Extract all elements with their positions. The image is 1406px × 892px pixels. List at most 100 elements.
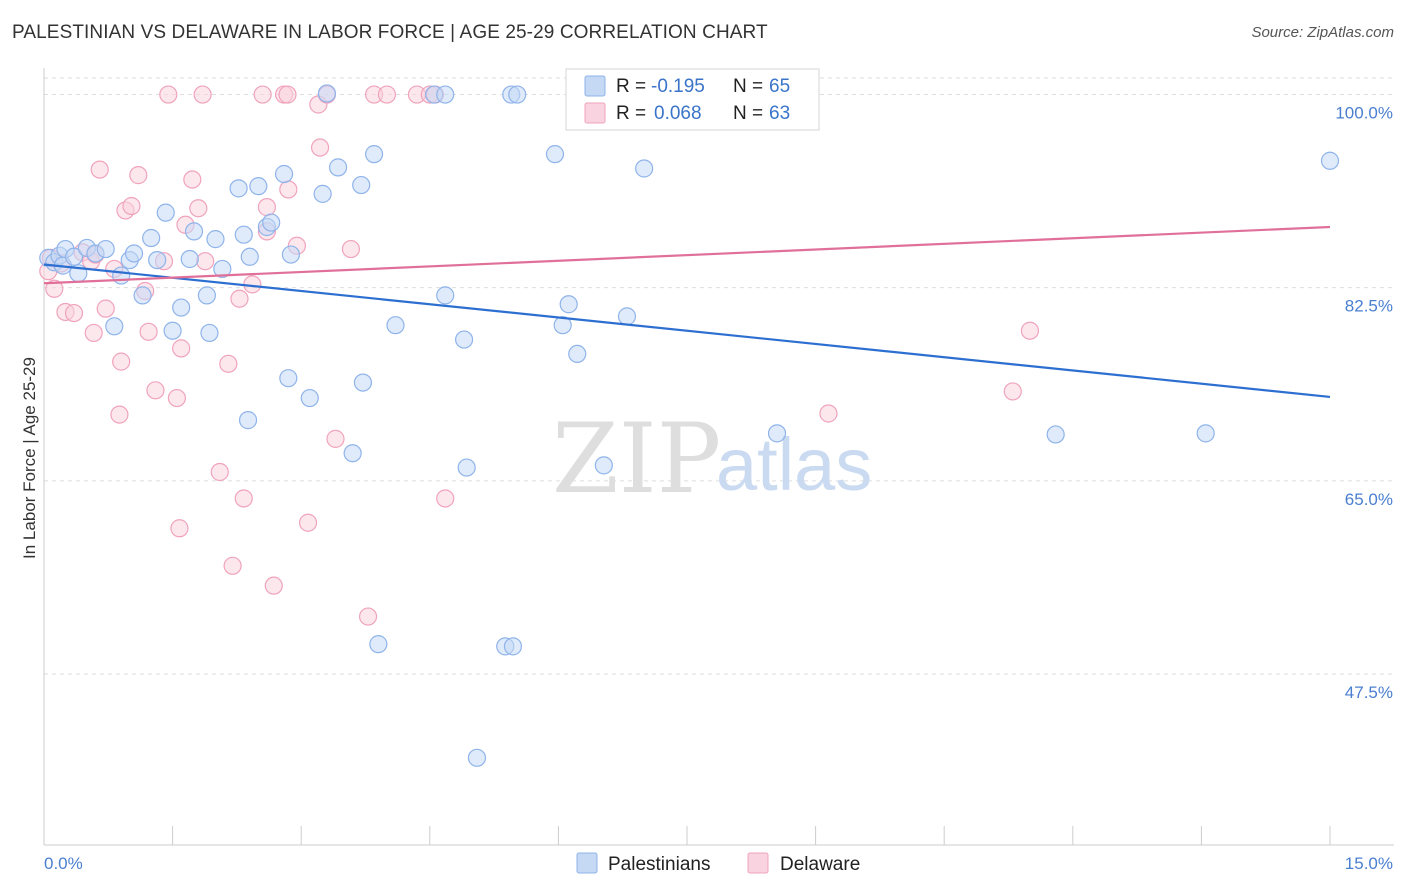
delaware-point [298,513,318,532]
delaware-points [39,85,1040,626]
palestinians-point [454,330,474,349]
palestinians-point [503,637,523,656]
legend-swatch-delaware [584,102,606,124]
axes [43,68,1394,846]
chart-title: PALESTINIAN VS DELAWARE IN LABOR FORCE |… [12,22,768,43]
legend-n-label-delaware: N = [733,103,763,124]
x-tick-label: 15.0% [1345,854,1393,873]
delaware-point [172,339,191,358]
legend-swatch-palestinians [584,75,606,97]
y-tick-label: 100.0% [1335,104,1393,123]
delaware-point [377,85,397,104]
y-tick-label: 47.5% [1345,683,1393,702]
gridlines [44,77,1394,675]
palestinians-point [568,344,587,363]
delaware-point [45,279,64,298]
palestinians-point [274,164,294,184]
palestinians-point [545,145,565,164]
palestinians-point [328,158,348,177]
delaware-point [189,199,208,218]
palestinians-point [240,247,259,266]
delaware-point [159,85,178,104]
delaware-point [122,196,141,216]
legend-bottom-label-delaware: Delaware [780,854,860,875]
delaware-point [253,85,272,104]
palestinians-point [206,230,225,249]
trend-lines [43,225,1331,399]
palestinians-point [300,388,319,408]
palestinians-point [105,317,124,336]
delaware-point [341,239,361,259]
palestinians-point [436,85,455,104]
y-tick-label: 65.0% [1345,490,1393,509]
palestinians-point [133,286,152,305]
palestinians-point [1320,151,1340,170]
palestinians-point [559,295,578,314]
palestinians-point [508,85,527,104]
delaware-point [1003,382,1022,401]
source-credit: Source: ZipAtlas.com [1251,24,1394,41]
y-axis-label: In Labor Force | Age 25-29 [20,357,39,559]
palestinians-point [180,249,199,269]
delaware-point [183,170,202,189]
palestinians-point [234,225,253,244]
palestinians-point [197,286,216,305]
delaware-point [96,299,115,318]
delaware-point [196,252,215,271]
delaware-point [139,322,158,341]
legend-bottom-swatch-delaware [747,852,769,874]
delaware-point [219,354,238,373]
delaware-point [1020,321,1040,340]
delaware-point [278,85,297,104]
legend-n-value-palestinians: 65 [769,76,790,97]
palestinians-point [553,316,572,335]
delaware-point [223,556,242,575]
delaware-point [112,352,131,371]
delaware-point [257,198,277,217]
palestinians-point [213,259,232,279]
watermark-zip: ZIP [552,403,721,515]
legend-n-label-palestinians: N = [733,76,763,97]
palestinians-point [635,159,654,178]
delaware-point [193,85,212,104]
delaware-point [129,166,148,185]
delaware-point [436,489,455,508]
palestinians-point [156,203,175,222]
legend-r-value-delaware: 0.068 [654,103,702,124]
palestinians-point [200,323,219,343]
delaware-point [234,489,253,508]
palestinians-point [343,444,362,463]
watermark-atlas: atlas [716,423,872,506]
palestinians-point [386,316,405,335]
legend-bottom: Palestinians Delaware [576,852,860,875]
delaware-point [264,576,283,595]
palestinians-point [352,175,371,195]
palestinians-point [279,369,298,388]
palestinians-point [112,266,131,285]
palestinians-point [594,456,613,475]
legend-bottom-swatch-palestinians [576,852,598,874]
delaware-point [358,607,378,626]
delaware-point [210,462,229,482]
palestinians-point [281,245,301,264]
palestinians-point [96,239,115,259]
legend-top: R = -0.195 N = 65 R = 0.068 N = 63 [565,68,820,131]
delaware-point [146,381,165,400]
palestinians-point [617,307,637,326]
legend-n-value-delaware: 63 [769,103,790,124]
delaware-point [279,180,298,199]
palestinians-point [229,179,248,198]
delaware-point [167,388,186,408]
palestinians-point [184,222,204,241]
palestinians-point [767,424,787,443]
delaware-point [326,429,345,448]
palestinians-point [369,635,388,654]
legend-box [565,68,820,131]
palestinians-point [124,244,144,263]
palestinians-point [262,213,281,232]
delaware-point [170,519,189,538]
palestinians-trend-line [43,263,1331,399]
x-tick-label: 0.0% [44,854,83,873]
palestinians-point [436,286,455,305]
